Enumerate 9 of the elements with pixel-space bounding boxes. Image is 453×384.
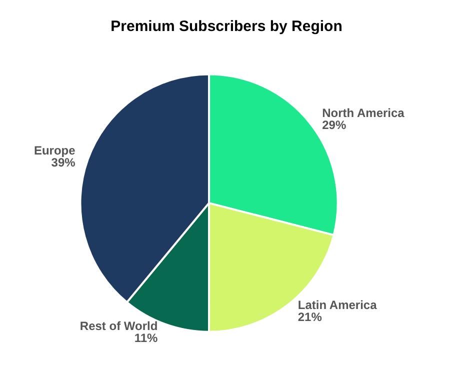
chart-title: Premium Subscribers by Region <box>110 18 342 35</box>
data-label: 21% <box>298 310 322 324</box>
slice-label: Rest of World <box>80 318 158 333</box>
data-label: 39% <box>51 156 76 170</box>
data-label: 29% <box>322 118 346 132</box>
data-label: 11% <box>134 330 158 345</box>
slice-label: North America <box>322 106 405 120</box>
slice-label: Latin America <box>298 298 378 312</box>
slice-label: Europe <box>34 144 76 158</box>
